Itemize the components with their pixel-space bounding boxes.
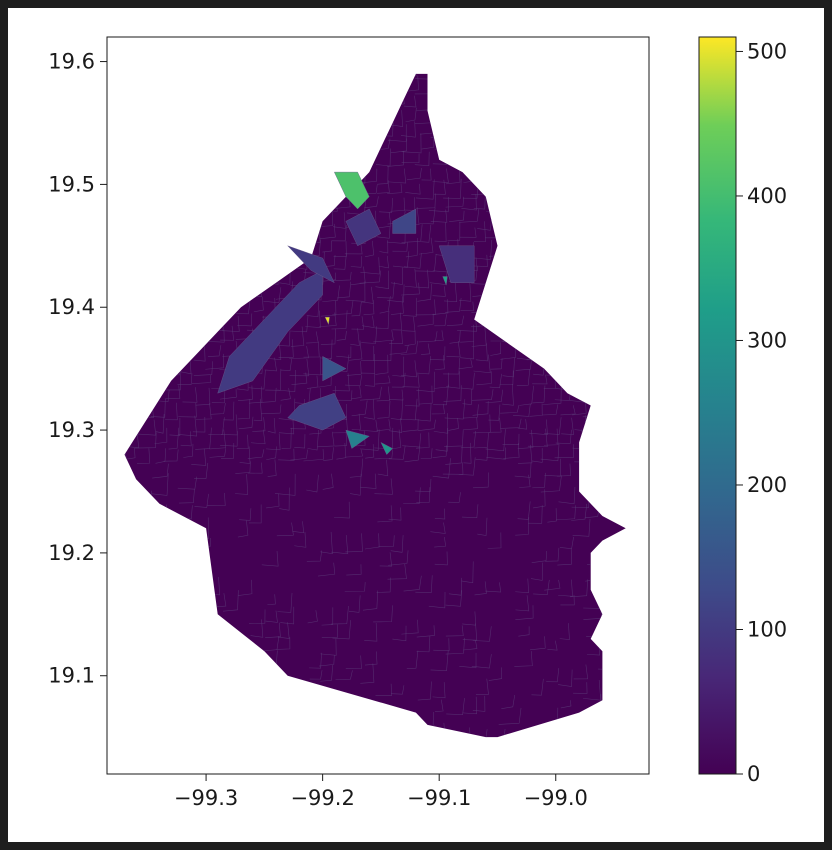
colorbar	[698, 36, 737, 775]
region-9	[442, 276, 448, 286]
choropleth-chart: −99.3 −99.2 −99.1 −99.0 19.119.219.319.419.…	[48, 36, 787, 810]
region-3	[345, 208, 382, 247]
region-11	[324, 316, 330, 326]
colorbar-tick-label: 100	[747, 617, 787, 641]
y-tick-label: 19.3	[48, 418, 95, 442]
x-tick-label: −99.1	[407, 786, 471, 810]
y-tick-label: 19.1	[48, 664, 95, 688]
y-tick-label: 19.2	[48, 541, 95, 565]
region-4	[438, 245, 475, 283]
y-tick-label: 19.5	[48, 172, 95, 196]
region-1	[287, 245, 335, 284]
y-axis: 19.1 19.2 19.3 19.4 19.5 19.6	[48, 50, 107, 688]
x-tick-label: −99.3	[174, 786, 238, 810]
x-tick-label: −99.0	[524, 786, 588, 810]
map-layer	[124, 73, 626, 738]
territory-outline	[124, 73, 626, 738]
region-5	[392, 208, 417, 234]
colorbar-axis: 0 100 200 300 400 500	[736, 39, 787, 786]
x-tick-label: −99.2	[290, 786, 354, 810]
region-7	[345, 429, 370, 449]
colorbar-tick-label: 400	[747, 184, 787, 208]
colorbar-tick-label: 300	[747, 328, 787, 352]
region-6	[322, 356, 347, 382]
region-10	[333, 171, 370, 210]
region-2	[287, 392, 347, 431]
y-tick-label: 19.6	[48, 50, 95, 74]
plot-area-frame	[106, 36, 650, 775]
colorbar-tick-label: 200	[747, 473, 787, 497]
figure: −99.3 −99.2 −99.1 −99.0 19.1 19.2 19.3 19.4 19.…	[8, 8, 824, 842]
colorbar-tick-label: 0	[747, 762, 760, 786]
y-tick-label: 19.4	[48, 295, 95, 319]
region-0	[217, 270, 323, 394]
colorbar-tick-label: 500	[747, 39, 787, 63]
region-8	[380, 441, 393, 455]
x-axis: −99.3 −99.2 −99.1 −99.0	[174, 774, 588, 810]
